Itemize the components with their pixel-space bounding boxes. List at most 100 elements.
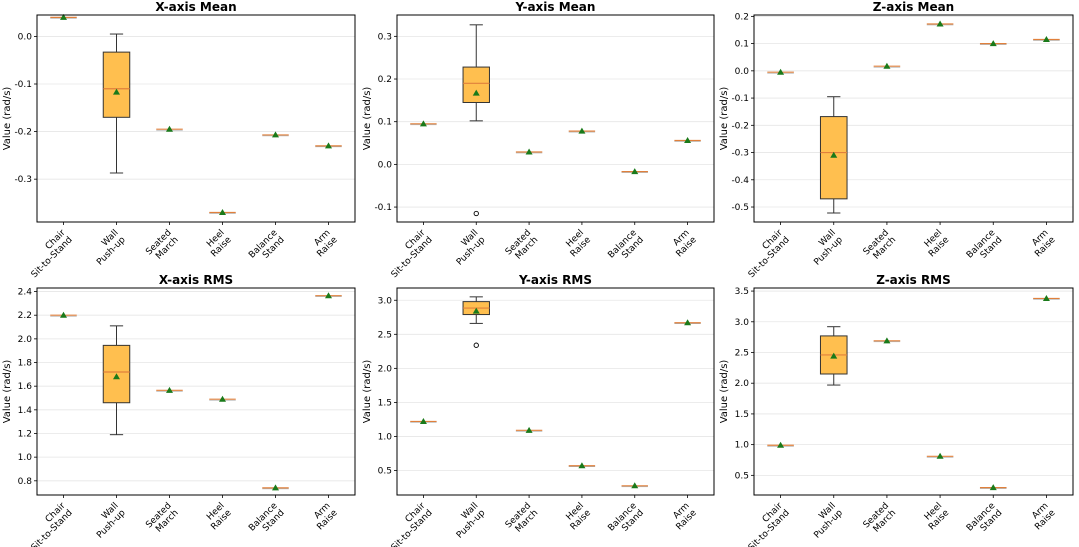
y-tick-label: 2.0 — [735, 379, 750, 389]
mean-marker — [936, 20, 944, 27]
mean-marker — [830, 151, 838, 158]
y-tick-label: 1.8 — [18, 359, 33, 369]
x-tick-label: HeelRaise — [562, 228, 594, 260]
plot-area — [397, 288, 714, 495]
y-tick-label: 1.5 — [735, 410, 749, 420]
x-tick-label: HeelRaise — [562, 501, 594, 533]
mean-marker — [578, 462, 586, 469]
subplot-z-axis-rms: 3.5 3.0 2.5 2.0 1.5 1.0 0.5 ChairSit-to-Stand Wa… — [719, 273, 1074, 547]
plot-area — [754, 15, 1073, 222]
mean-marker — [472, 89, 480, 96]
y-tick-label: 2.5 — [735, 348, 749, 358]
x-tick-label: SeatedMarch — [144, 501, 180, 537]
plot-area — [37, 15, 355, 222]
y-tick-label: 1.4 — [18, 406, 33, 416]
y-tick-label: 0.0 — [378, 160, 393, 170]
mean-marker — [419, 120, 427, 127]
y-tick-label: 3.0 — [378, 296, 393, 306]
x-tick-label: ChairSit-to-Stand — [740, 501, 792, 547]
mean-marker — [219, 395, 226, 402]
mean-marker — [325, 142, 332, 149]
x-tick-label: WallPush-up — [805, 228, 845, 268]
x-tick-label: WallPush-up — [88, 228, 128, 268]
outlier-point — [473, 210, 479, 217]
x-tick-label: WallPush-up — [88, 501, 128, 541]
x-tick-label: ChairSit-to-Stand — [383, 228, 435, 280]
x-tick-label: BalanceStand — [965, 501, 1005, 541]
y-axis-label: Value (rad/s) — [362, 360, 373, 424]
mean-marker — [525, 148, 533, 155]
x-tick-label: HeelRaise — [920, 501, 952, 533]
y-tick-label: -0.1 — [374, 203, 392, 213]
y-tick-label: -0.2 — [731, 121, 749, 131]
x-tick-label: BalanceStand — [247, 228, 287, 268]
plot-area — [754, 288, 1073, 495]
axes-frame — [753, 14, 1074, 223]
x-tick-label: SeatedMarch — [144, 228, 180, 264]
y-tick-label: 0.1 — [735, 40, 749, 50]
mean-marker — [419, 417, 427, 424]
y-tick-label: 0.0 — [18, 32, 33, 42]
y-tick-label: 1.0 — [735, 441, 750, 451]
mean-marker — [578, 127, 586, 134]
x-tick-label: ChairSit-to-Stand — [23, 501, 75, 547]
y-tick-label: 3.5 — [735, 287, 749, 297]
subplot-y-axis-rms: 3.0 2.5 2.0 1.5 1.0 0.5 ChairSit-to-Stand WallP… — [362, 273, 715, 547]
y-tick-label: 1.5 — [378, 398, 392, 408]
x-tick-label: SeatedMarch — [862, 501, 898, 537]
mean-marker — [272, 484, 279, 491]
mean-marker — [830, 352, 838, 359]
axes-frame — [36, 287, 356, 496]
y-tick-label: 2.4 — [18, 288, 33, 298]
x-tick-label: ChairSit-to-Stand — [23, 228, 75, 280]
y-tick-label: 0.1 — [378, 118, 392, 128]
plot-area — [37, 288, 355, 495]
x-tick-label: HeelRaise — [202, 501, 234, 533]
x-tick-label: SeatedMarch — [504, 501, 540, 537]
mean-marker — [525, 426, 533, 433]
y-tick-label: -0.1 — [14, 80, 32, 90]
x-tick-label: BalanceStand — [247, 501, 287, 541]
plot-area — [397, 15, 714, 222]
x-tick-label: HeelRaise — [202, 228, 234, 260]
x-tick-label: ChairSit-to-Stand — [740, 228, 792, 280]
y-tick-label: -0.4 — [731, 176, 749, 186]
y-axis-label: Value (rad/s) — [719, 87, 730, 151]
x-tick-label: WallPush-up — [448, 501, 488, 541]
y-tick-label: -0.3 — [14, 175, 32, 185]
mean-marker — [113, 373, 120, 380]
mean-marker — [166, 386, 173, 393]
y-tick-label: 1.2 — [18, 429, 32, 439]
y-axis-label: Value (rad/s) — [362, 87, 373, 151]
mean-marker — [989, 484, 997, 491]
x-tick-label: ChairSit-to-Stand — [383, 501, 435, 547]
y-tick-label: 1.6 — [18, 382, 33, 392]
mean-marker — [883, 337, 891, 344]
mean-marker — [631, 482, 639, 489]
mean-marker — [325, 292, 332, 299]
mean-marker — [219, 208, 226, 215]
mean-marker — [684, 136, 692, 143]
y-tick-label: 2.0 — [18, 335, 33, 345]
y-tick-label: 0.5 — [378, 466, 392, 476]
box — [462, 66, 490, 103]
box — [102, 51, 131, 118]
y-axis-label: Value (rad/s) — [2, 87, 13, 151]
subplot-title: X-axis RMS — [159, 273, 233, 287]
mean-marker — [631, 168, 639, 175]
y-tick-label: 2.2 — [18, 311, 32, 321]
x-tick-label: WallPush-up — [448, 228, 488, 268]
mean-marker — [60, 311, 67, 318]
y-tick-label: 1.0 — [18, 453, 33, 463]
mean-marker — [1042, 294, 1050, 301]
y-axis-label: Value (rad/s) — [719, 360, 730, 424]
mean-marker — [684, 319, 692, 326]
y-tick-label: 2.5 — [378, 330, 392, 340]
y-axis-label: Value (rad/s) — [2, 360, 13, 424]
x-tick-label: WallPush-up — [805, 501, 845, 541]
subplot-title: X-axis Mean — [155, 0, 236, 14]
y-tick-label: -0.3 — [731, 149, 749, 159]
axes-frame — [396, 14, 715, 223]
axes-frame — [36, 14, 356, 223]
